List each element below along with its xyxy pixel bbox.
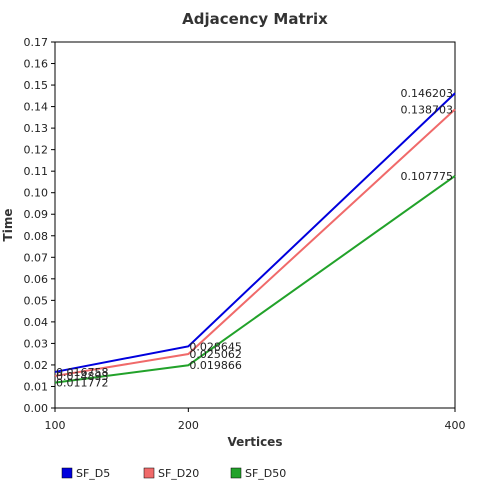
x-axis-ticks: 100 200 400 <box>45 408 466 432</box>
legend-label: SF_D5 <box>76 467 110 480</box>
series-line-sf-d50 <box>54 175 456 384</box>
data-label: 0.146203 <box>401 87 454 100</box>
y-tick-label: 0.04 <box>24 316 49 329</box>
x-tick-label: 400 <box>445 419 466 432</box>
y-tick-label: 0.11 <box>24 165 49 178</box>
data-label: 0.011772 <box>56 377 109 390</box>
chart-title: Adjacency Matrix <box>182 10 328 28</box>
legend-label: SF_D50 <box>245 467 286 480</box>
y-tick-label: 0.00 <box>24 402 49 415</box>
legend-label: SF_D20 <box>158 467 199 480</box>
data-labels: 0.016758 0.028645 0.146203 0.014893 0.025062… <box>56 87 453 389</box>
data-label: 0.014893 <box>56 370 109 383</box>
y-tick-label: 0.17 <box>24 36 49 49</box>
y-tick-label: 0.13 <box>24 122 49 135</box>
legend-swatch <box>61 467 73 479</box>
data-label: 0.028645 <box>189 340 242 353</box>
y-tick-label: 0.01 <box>24 380 49 393</box>
y-tick-label: 0.07 <box>24 251 49 264</box>
series-lines <box>54 92 456 384</box>
y-axis-ticks: 0.00 0.01 0.02 0.03 0.04 0.05 0.06 0.07 0.08 0.09… <box>24 36 55 415</box>
data-label: 0.025062 <box>189 348 242 361</box>
y-tick-label: 0.08 <box>24 230 49 243</box>
series-line-sf-d5 <box>54 92 456 373</box>
x-axis-label: Vertices <box>228 435 283 449</box>
series-line-sf-d20 <box>54 108 456 377</box>
y-axis-label: Time <box>1 209 15 242</box>
data-label: 0.016758 <box>56 366 109 379</box>
y-tick-label: 0.05 <box>24 294 49 307</box>
y-tick-label: 0.09 <box>24 208 49 221</box>
x-tick-label: 100 <box>45 419 66 432</box>
y-tick-label: 0.14 <box>24 101 49 114</box>
y-tick-label: 0.12 <box>24 144 49 157</box>
data-label: 0.138703 <box>401 103 454 116</box>
data-label: 0.107775 <box>401 170 454 183</box>
data-label: 0.019866 <box>189 359 242 372</box>
x-tick-label: 200 <box>178 419 199 432</box>
legend: SF_D5 SF_D20 SF_D50 <box>61 467 286 480</box>
plot-frame <box>54 41 456 409</box>
y-tick-label: 0.06 <box>24 273 49 286</box>
legend-swatch <box>230 467 242 479</box>
y-tick-label: 0.02 <box>24 359 49 372</box>
legend-swatch <box>143 467 155 479</box>
y-tick-label: 0.15 <box>24 79 49 92</box>
y-tick-label: 0.10 <box>24 187 49 200</box>
y-tick-label: 0.16 <box>24 58 49 71</box>
y-tick-label: 0.03 <box>24 337 49 350</box>
